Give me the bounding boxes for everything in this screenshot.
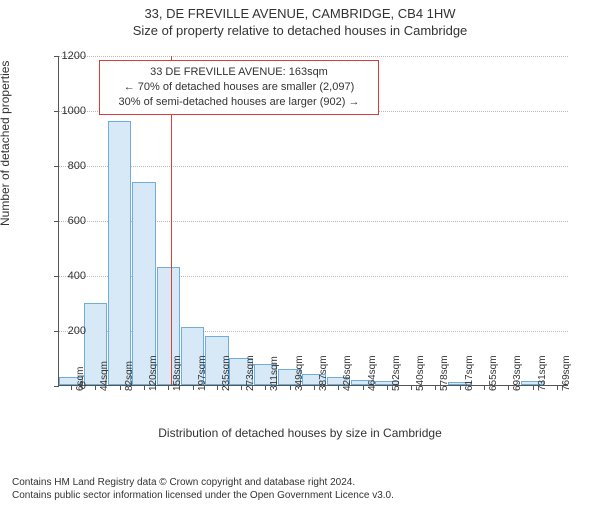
x-tick	[484, 385, 485, 390]
y-tick-label: 200	[48, 325, 86, 337]
x-tick	[168, 385, 169, 390]
annotation-line: 30% of semi-detached houses are larger (…	[108, 95, 370, 110]
x-tick	[241, 385, 242, 390]
y-axis-label: Number of detached properties	[0, 61, 12, 226]
x-tick	[411, 385, 412, 390]
x-tick	[387, 385, 388, 390]
x-tick	[363, 385, 364, 390]
x-tick	[217, 385, 218, 390]
x-tick	[508, 385, 509, 390]
annotation-box: 33 DE FREVILLE AVENUE: 163sqm← 70% of de…	[99, 60, 379, 115]
x-tick	[265, 385, 266, 390]
x-tick	[338, 385, 339, 390]
y-tick-label: 0	[48, 380, 86, 392]
y-tick-label: 600	[48, 215, 86, 227]
x-tick	[557, 385, 558, 390]
footer-line-1: Contains HM Land Registry data © Crown c…	[12, 476, 394, 489]
x-tick	[193, 385, 194, 390]
y-tick-label: 400	[48, 270, 86, 282]
gridline	[59, 56, 568, 57]
footer-line-2: Contains public sector information licen…	[12, 489, 394, 502]
x-axis-label: Distribution of detached houses by size …	[0, 426, 600, 440]
x-tick	[290, 385, 291, 390]
plot-area: 6sqm44sqm82sqm120sqm158sqm197sqm235sqm27…	[58, 56, 568, 386]
x-tick	[460, 385, 461, 390]
annotation-line: 33 DE FREVILLE AVENUE: 163sqm	[108, 65, 370, 80]
annotation-line: ← 70% of detached houses are smaller (2,…	[108, 80, 370, 95]
gridline	[59, 166, 568, 167]
y-tick-label: 1200	[48, 50, 86, 62]
x-tick	[120, 385, 121, 390]
chart-container: Number of detached properties 6sqm44sqm8…	[0, 46, 600, 446]
y-tick-label: 800	[48, 160, 86, 172]
footer-attribution: Contains HM Land Registry data © Crown c…	[12, 476, 394, 502]
x-tick	[435, 385, 436, 390]
x-tick	[144, 385, 145, 390]
x-tick	[314, 385, 315, 390]
page-address: 33, DE FREVILLE AVENUE, CAMBRIDGE, CB4 1…	[0, 6, 600, 21]
page-subtitle: Size of property relative to detached ho…	[0, 23, 600, 38]
x-tick	[95, 385, 96, 390]
histogram-bar	[108, 121, 131, 385]
x-tick	[533, 385, 534, 390]
y-tick-label: 1000	[48, 105, 86, 117]
